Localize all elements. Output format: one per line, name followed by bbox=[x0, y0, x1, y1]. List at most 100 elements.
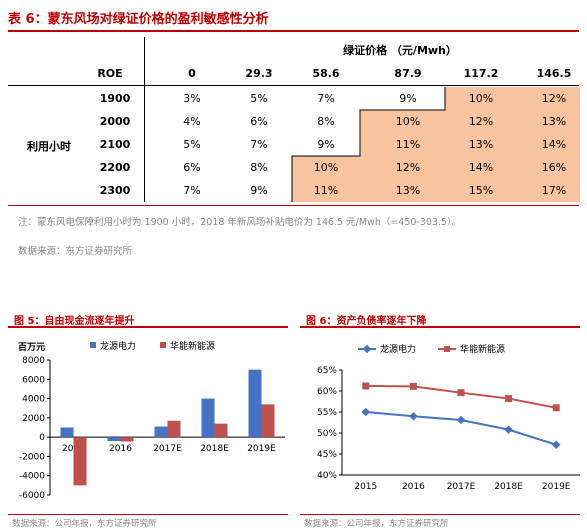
legend-swatch bbox=[160, 342, 166, 348]
column-divider bbox=[144, 37, 145, 202]
legend-marker bbox=[362, 344, 372, 354]
highlight-cell-group bbox=[292, 156, 580, 179]
chart5-source: 数据来源：公司年报，东方证券研究所 bbox=[12, 519, 157, 529]
table-title: 表 6：蒙东风场对绿证价格的盈利敏感性分析 bbox=[8, 12, 269, 27]
x-tick-label: 2016 bbox=[109, 444, 132, 454]
chart5-title-underline bbox=[8, 326, 288, 328]
table-cell: 5% bbox=[250, 92, 268, 105]
y-tick-label: -2000 bbox=[19, 452, 45, 462]
chart5-title: 图 5：自由现金流逐年提升 bbox=[14, 316, 135, 327]
price-column-header: 117.2 bbox=[463, 67, 499, 80]
x-tick-label: 2016 bbox=[402, 482, 425, 492]
table-cell: 9% bbox=[399, 92, 417, 105]
y-tick-label: 40% bbox=[317, 471, 337, 481]
title-underline bbox=[8, 30, 579, 32]
bar bbox=[167, 420, 181, 438]
row-hours: 2200 bbox=[99, 161, 131, 174]
y-tick-label: 60% bbox=[317, 387, 337, 397]
bar bbox=[154, 426, 168, 438]
bar bbox=[107, 437, 121, 441]
chart6-source: 数据来源：公司年报，东方证券研究所 bbox=[304, 519, 449, 529]
table-cell: 6% bbox=[183, 161, 201, 174]
y-tick-label: 6000 bbox=[22, 375, 45, 385]
x-tick-label: 2017E bbox=[447, 482, 476, 492]
table-source: 数据来源：东方证券研究所 bbox=[18, 246, 133, 257]
table-cell: 8% bbox=[317, 115, 335, 128]
table-cell: 3% bbox=[183, 92, 201, 105]
table-cell: 12% bbox=[541, 92, 567, 105]
bar bbox=[120, 437, 134, 442]
price-column-header: 58.6 bbox=[312, 67, 340, 80]
table-cell: 14% bbox=[468, 161, 494, 174]
chart6-title: 图 6：资产负债率逐年下降 bbox=[306, 316, 427, 327]
table-note: 注：蒙东风电保障利用小时为 1900 小时，2018 年新风场补贴电价为 146… bbox=[18, 217, 462, 228]
row-hours: 2300 bbox=[99, 184, 131, 197]
highlight-cell-group bbox=[360, 133, 580, 156]
table-cell: 7% bbox=[317, 92, 335, 105]
price-column-header: 0 bbox=[188, 67, 196, 80]
bar bbox=[60, 427, 74, 438]
table-cell: 7% bbox=[250, 138, 268, 151]
row-group-label: 利用小时 bbox=[27, 140, 71, 153]
header-divider bbox=[8, 85, 579, 86]
table-cell: 5% bbox=[183, 138, 201, 151]
table-cell: 17% bbox=[541, 184, 567, 197]
table-cell: 12% bbox=[468, 115, 494, 128]
y-unit-label: 百万元 bbox=[18, 342, 45, 353]
chart5-bar-chart: 百万元 龙源电力 华能新能源 -6000 -4000 -2000 0 2000 4000 6000… bbox=[18, 340, 285, 501]
highlight-outline bbox=[291, 87, 446, 202]
table-cell: 11% bbox=[395, 138, 421, 151]
chart5-bottom-line bbox=[8, 514, 288, 515]
legend-swatch bbox=[90, 342, 96, 348]
data-point bbox=[456, 415, 466, 425]
legend-label: 龙源电力 bbox=[380, 343, 416, 355]
highlight-cell-group bbox=[292, 179, 580, 202]
y-tick-label: 2000 bbox=[22, 414, 45, 424]
y-tick-label: 65% bbox=[317, 366, 337, 376]
price-column-header: 29.3 bbox=[245, 67, 273, 80]
data-point bbox=[409, 411, 418, 421]
table-cell: 10% bbox=[468, 92, 494, 105]
row-hours: 2100 bbox=[99, 138, 131, 151]
price-column-header: 87.9 bbox=[394, 67, 422, 80]
y-tick-label: -6000 bbox=[19, 491, 45, 501]
data-point bbox=[409, 382, 417, 390]
table-cell: 13% bbox=[468, 138, 494, 151]
table-cell: 9% bbox=[317, 138, 335, 151]
x-tick-label: 2019E bbox=[247, 444, 276, 454]
legend-marker bbox=[444, 346, 450, 352]
roe-label: ROE bbox=[97, 67, 123, 80]
y-tick-label: 8000 bbox=[22, 356, 45, 366]
y-tick-label: 0 bbox=[39, 433, 45, 443]
x-tick-label: 2017E bbox=[153, 444, 182, 454]
data-point bbox=[551, 440, 561, 450]
bar bbox=[201, 398, 215, 438]
table-bottom-line bbox=[8, 205, 579, 206]
y-tick-label: 4000 bbox=[22, 395, 45, 405]
bar bbox=[248, 369, 262, 438]
y-tick-label: 55% bbox=[317, 408, 337, 418]
price-header: 绿证价格 （元/Mwh） bbox=[343, 44, 457, 57]
table-cell: 7% bbox=[183, 184, 201, 197]
data-point bbox=[361, 407, 371, 417]
x-tick-label: 2019E bbox=[542, 482, 571, 492]
legend-label: 华能新能源 bbox=[460, 343, 505, 355]
table-cell: 10% bbox=[313, 161, 339, 174]
table-cell: 9% bbox=[250, 184, 268, 197]
sensitivity-table: 绿证价格 （元/Mwh） ROE 0 29.3 58.6 87.9 117.2 146.5 利用… bbox=[0, 37, 587, 202]
table-cell: 13% bbox=[541, 115, 567, 128]
x-tick-label: 2018E bbox=[200, 444, 229, 454]
data-point bbox=[362, 382, 370, 390]
chart6-bottom-line bbox=[300, 514, 580, 515]
table-cell: 12% bbox=[395, 161, 421, 174]
table-cell: 11% bbox=[313, 184, 339, 197]
table-cell: 15% bbox=[468, 184, 494, 197]
table-cell: 6% bbox=[250, 115, 268, 128]
y-tick-label: 50% bbox=[317, 429, 337, 439]
data-point bbox=[505, 395, 513, 403]
x-tick-label: 2015 bbox=[354, 482, 377, 492]
data-point bbox=[504, 425, 513, 434]
legend-label: 华能新能源 bbox=[170, 340, 215, 352]
bar bbox=[214, 423, 228, 438]
y-tick-label: -4000 bbox=[19, 472, 45, 482]
